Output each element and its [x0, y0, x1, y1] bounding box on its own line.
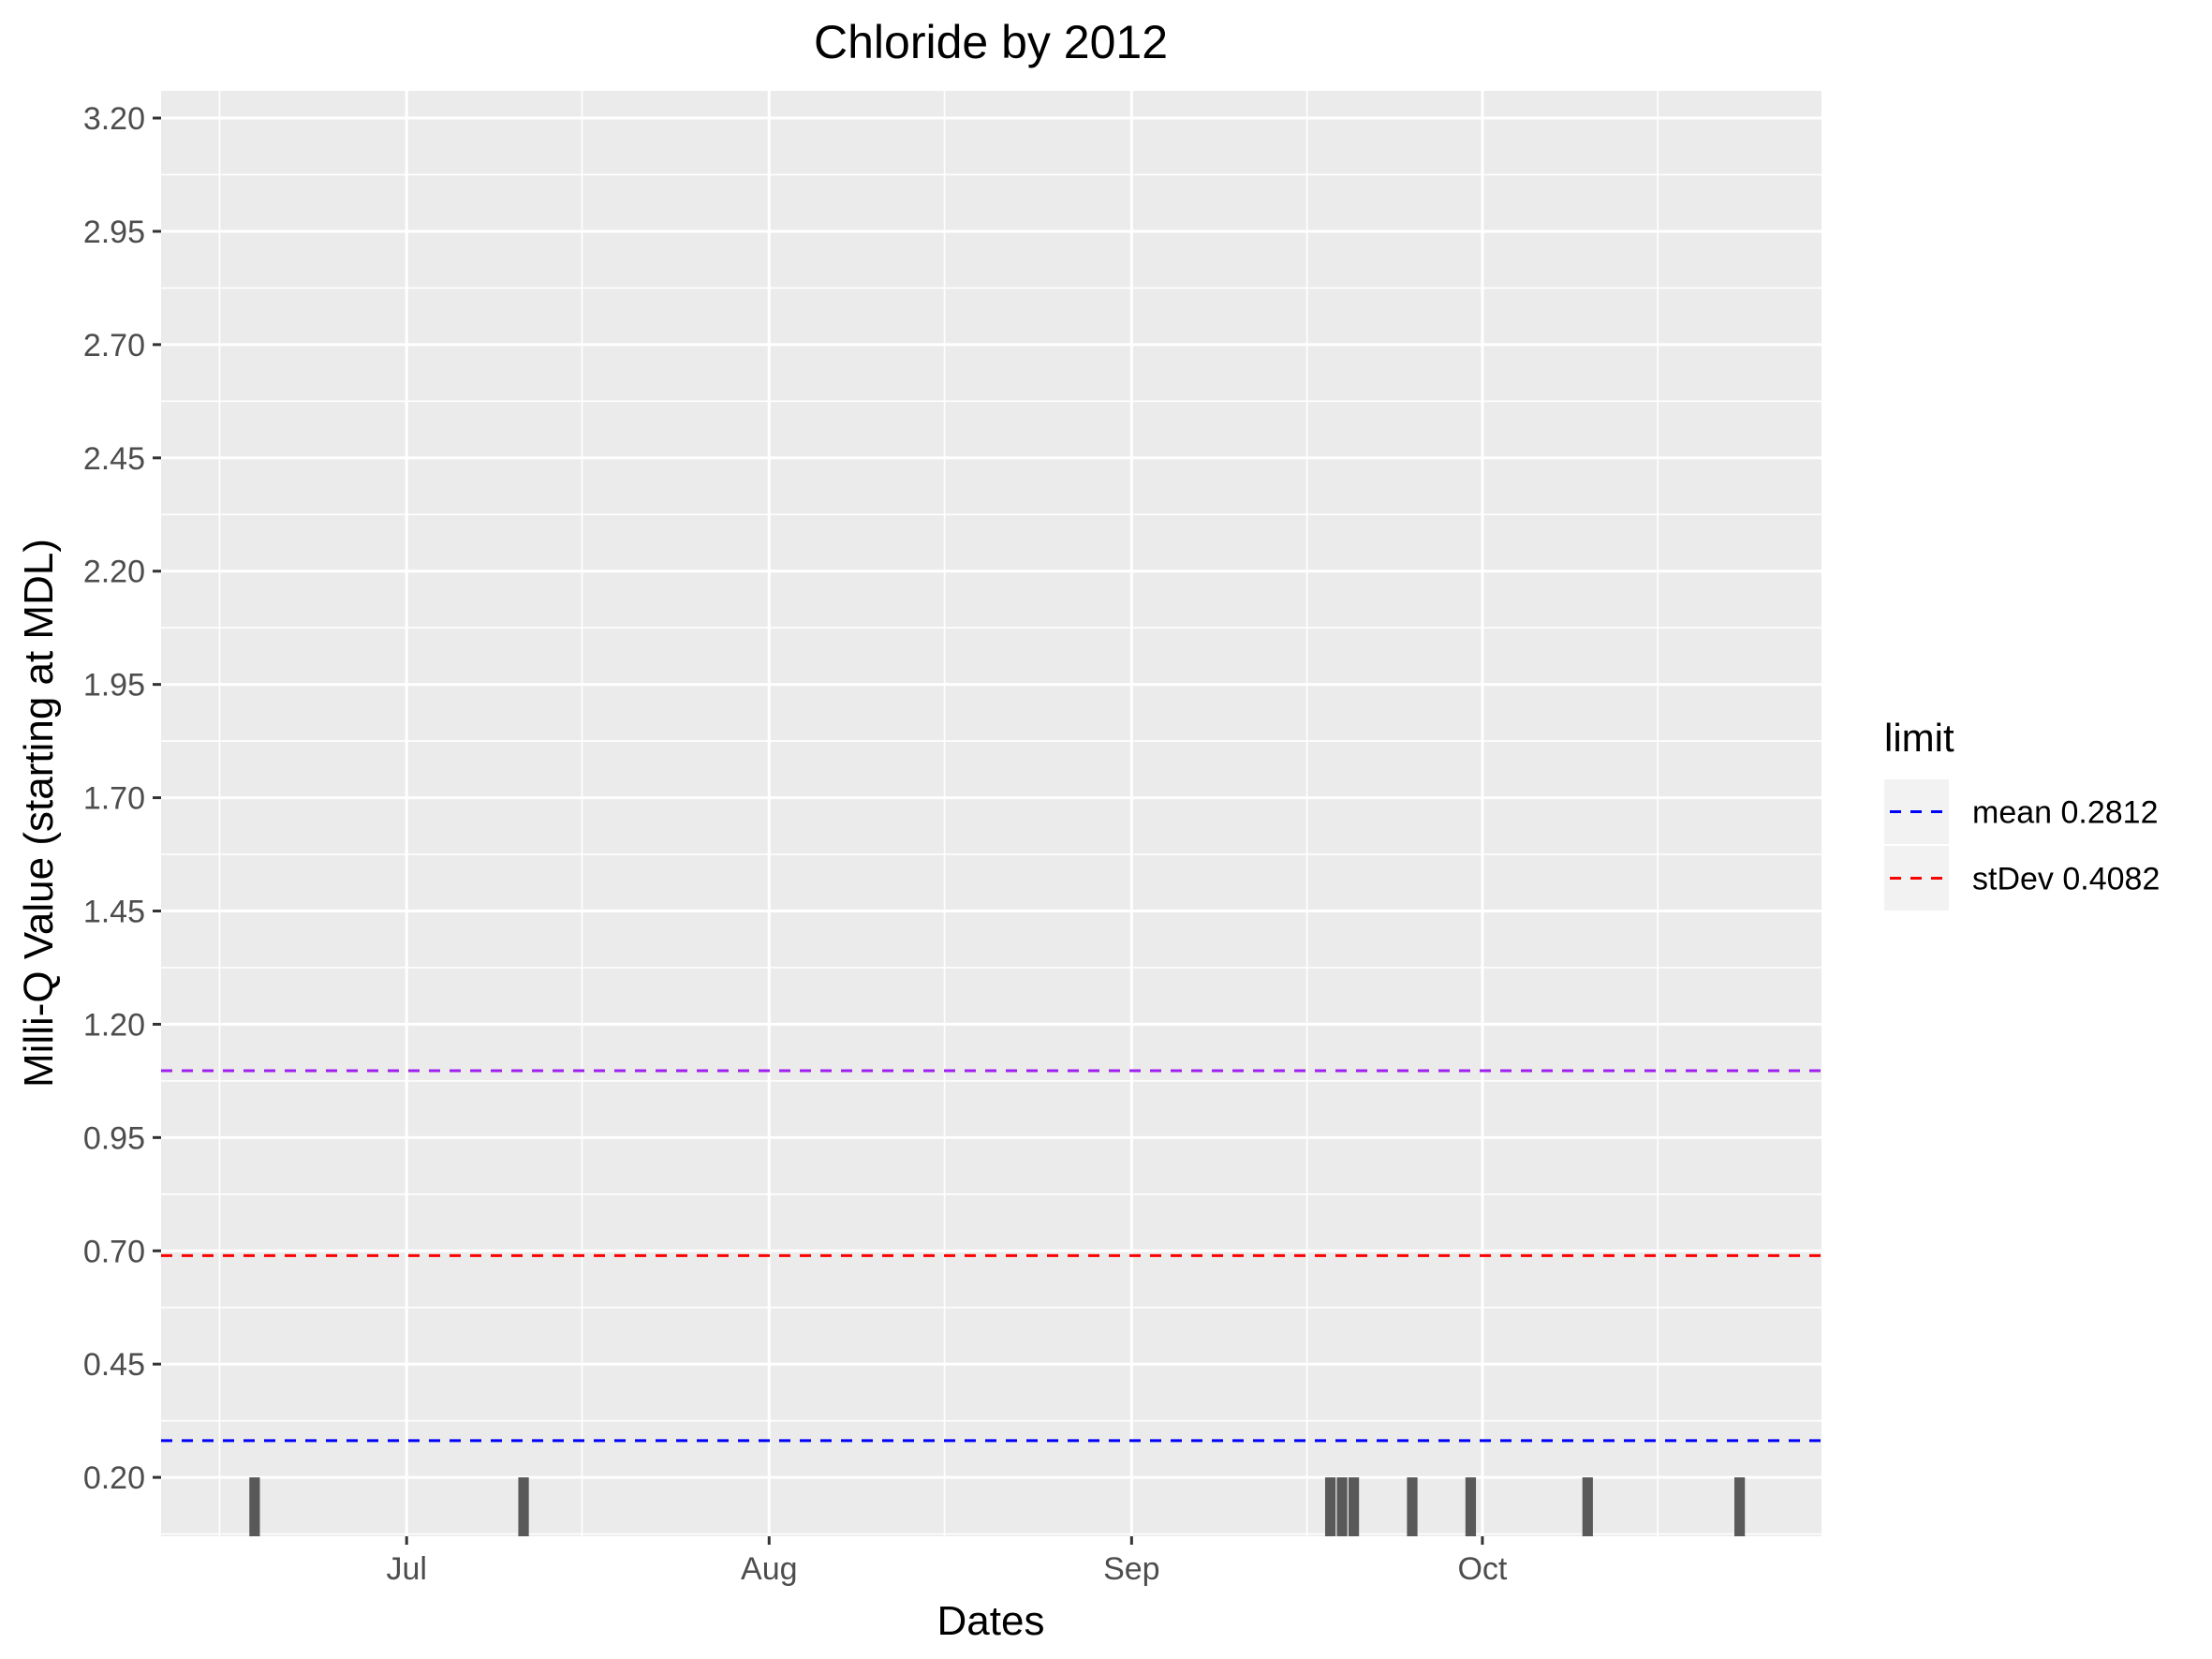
legend-label: mean 0.2812	[1972, 795, 2159, 831]
y-tick-label: 2.95	[83, 215, 145, 250]
bar	[1465, 1477, 1477, 1536]
bars	[249, 1477, 1746, 1536]
legend: limit mean 0.2812 stDev 0.4082	[1884, 716, 2160, 911]
limit-lines	[161, 1069, 1821, 1443]
gridlines	[161, 91, 1821, 1536]
y-tick-label: 2.70	[83, 328, 145, 363]
y-axis: 0.20 0.45 0.70 0.95 1.20 1.45 1.70 1.95 2.20 2.45…	[83, 101, 161, 1496]
legend-label: stDev 0.4082	[1972, 862, 2160, 897]
bar	[249, 1477, 260, 1536]
y-tick-label: 0.45	[83, 1347, 145, 1383]
bar	[1336, 1477, 1348, 1536]
chart-title: Chloride by 2012	[814, 16, 1168, 68]
y-tick-label: 1.95	[83, 668, 145, 704]
plot-panel	[161, 91, 1821, 1536]
y-tick-label: 2.45	[83, 441, 145, 477]
y-tick-label: 2.20	[83, 555, 145, 590]
x-tick-label: Oct	[1457, 1551, 1507, 1587]
x-tick-label: Aug	[741, 1551, 798, 1587]
bar	[1582, 1477, 1593, 1536]
y-tick-label: 1.45	[83, 894, 145, 929]
y-tick-label: 1.70	[83, 781, 145, 817]
x-tick-label: Jul	[386, 1551, 426, 1587]
bar	[1348, 1477, 1360, 1536]
y-axis-title: Milli-Q Value (starting at MDL)	[16, 539, 62, 1088]
y-tick-label: 0.70	[83, 1234, 145, 1269]
legend-title: limit	[1884, 716, 1954, 760]
x-tick-label: Sep	[1103, 1551, 1160, 1587]
y-tick-label: 0.20	[83, 1460, 145, 1496]
y-tick-label: 1.20	[83, 1007, 145, 1043]
bar	[1407, 1477, 1418, 1536]
y-tick-label: 0.95	[83, 1120, 145, 1156]
bar	[518, 1477, 529, 1536]
bar	[1733, 1477, 1746, 1536]
bar	[1324, 1477, 1336, 1536]
y-tick-label: 3.20	[83, 101, 145, 137]
x-axis: Jul Aug Sep Oct	[386, 1536, 1508, 1587]
x-axis-title: Dates	[937, 1598, 1045, 1644]
